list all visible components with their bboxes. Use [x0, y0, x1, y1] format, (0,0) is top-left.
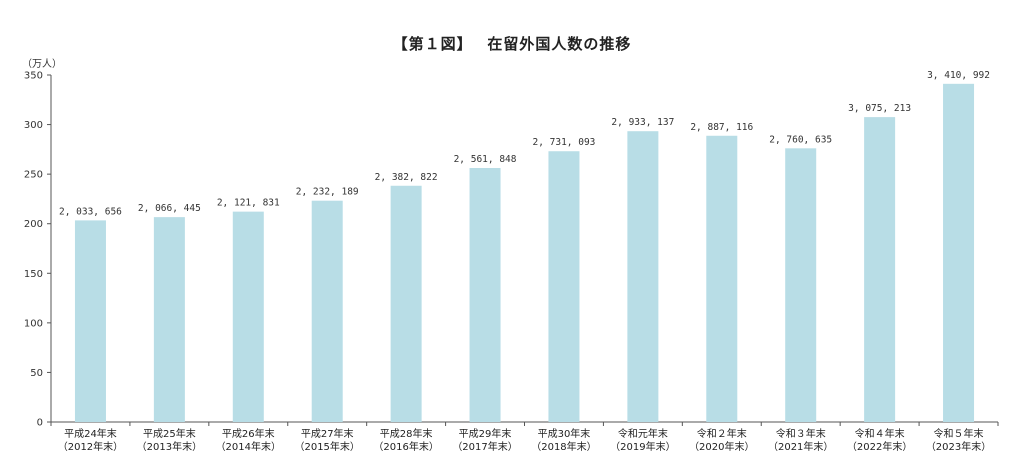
- bar-value-label: 2, 121, 831: [217, 198, 280, 209]
- chart-title: 【第１図】 在留外国人数の推移: [392, 35, 632, 53]
- bar: [706, 135, 738, 423]
- x-category-sublabel: （2013年末）: [137, 440, 202, 453]
- y-tick-label: 150: [24, 269, 43, 280]
- x-category-sublabel: （2020年末）: [689, 440, 754, 453]
- x-category-label: 平成27年末: [301, 427, 354, 440]
- x-category-sublabel: （2017年末）: [452, 440, 517, 453]
- x-category-sublabel: （2015年末）: [294, 440, 359, 453]
- x-category-sublabel: （2019年末）: [610, 440, 675, 453]
- x-category-label: 平成26年末: [222, 427, 275, 440]
- bar-value-label: 2, 561, 848: [454, 154, 517, 165]
- y-tick-label: 200: [24, 219, 43, 230]
- x-category-label: 令和３年末: [776, 427, 826, 440]
- labels: 2, 033, 656 平成24年末（2012年末） 2, 066, 445 平成25…: [58, 70, 992, 453]
- x-category-label: 令和４年末: [855, 427, 905, 440]
- bar-value-label: 3, 410, 992: [927, 70, 990, 81]
- x-category-sublabel: （2016年末）: [373, 440, 438, 453]
- x-category-sublabel: （2012年末）: [58, 440, 123, 453]
- x-category-label: 令和元年末: [618, 427, 668, 440]
- bar: [74, 220, 106, 422]
- axes: 0 50 100 150 200 250 300 350（万人）: [22, 58, 999, 429]
- y-tick-label: 50: [30, 368, 43, 379]
- x-category-label: 平成30年末: [538, 427, 591, 440]
- x-category-sublabel: （2014年末）: [216, 440, 281, 453]
- bars: [74, 83, 975, 423]
- x-category-label: 平成24年末: [64, 427, 117, 440]
- bar-value-label: 2, 232, 189: [296, 187, 359, 198]
- bar-value-label: 2, 887, 116: [690, 122, 753, 133]
- bar-value-label: 2, 382, 822: [375, 172, 438, 183]
- bar: [469, 168, 501, 422]
- x-category-sublabel: （2023年末）: [926, 440, 991, 453]
- bar: [627, 131, 659, 422]
- y-tick-label: 350: [24, 71, 43, 82]
- bar-value-label: 2, 033, 656: [59, 206, 122, 217]
- x-category-label: 平成25年末: [143, 427, 196, 440]
- x-category-label: 平成28年末: [380, 427, 433, 440]
- bar-value-label: 2, 066, 445: [138, 203, 201, 214]
- y-tick-label: 300: [24, 120, 43, 131]
- bar: [153, 217, 185, 422]
- x-category-label: 平成29年末: [459, 427, 512, 440]
- bar: [311, 200, 343, 422]
- bar-value-label: 2, 933, 137: [611, 117, 674, 128]
- y-tick-label: 0: [37, 418, 43, 429]
- x-category-sublabel: （2021年末）: [768, 440, 833, 453]
- y-tick-label: 100: [24, 318, 43, 329]
- x-category-sublabel: （2022年末）: [847, 440, 912, 453]
- x-category-sublabel: （2018年末）: [531, 440, 596, 453]
- x-category-label: 令和２年末: [697, 427, 747, 440]
- bar-value-label: 3, 075, 213: [848, 103, 911, 114]
- y-tick-label: 250: [24, 170, 43, 181]
- bar: [943, 83, 975, 422]
- bar-value-label: 2, 760, 635: [769, 134, 832, 145]
- bar: [232, 211, 264, 422]
- bar: [548, 151, 580, 423]
- bar-value-label: 2, 731, 093: [532, 137, 595, 148]
- bar: [864, 117, 896, 422]
- y-axis-unit-label: （万人）: [22, 58, 62, 70]
- x-category-label: 令和５年末: [934, 427, 984, 440]
- bar: [785, 148, 817, 422]
- bar: [390, 185, 422, 422]
